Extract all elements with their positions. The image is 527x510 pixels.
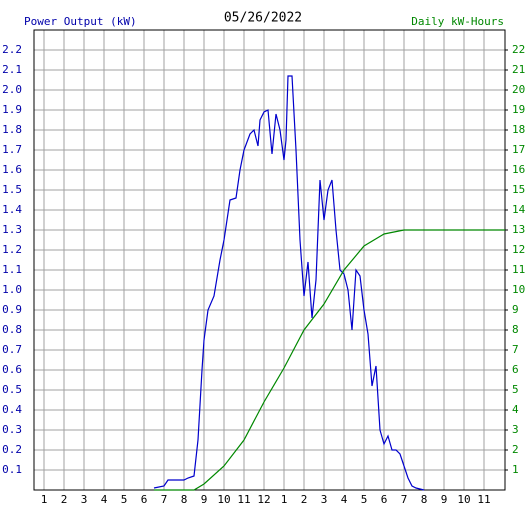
y-tick-label: 0.3 (2, 423, 22, 436)
y-tick-label: 2.1 (2, 63, 22, 76)
y2-tick-label: 3 (512, 423, 519, 436)
x-tick-label: 1 (281, 493, 288, 506)
x-tick-label: 5 (361, 493, 368, 506)
x-tick-label: 11 (477, 493, 490, 506)
x-tick-label: 9 (201, 493, 208, 506)
x-tick-label: 7 (401, 493, 408, 506)
y2-tick-label: 13 (512, 223, 525, 236)
y2-tick-label: 17 (512, 143, 525, 156)
plot-area (33, 29, 506, 491)
y-tick-label: 0.6 (2, 363, 22, 376)
y2-tick-label: 1 (512, 463, 519, 476)
x-tick-label: 7 (161, 493, 168, 506)
y2-tick-label: 6 (512, 363, 519, 376)
series-line (153, 75, 425, 491)
y-tick-label: 1.6 (2, 163, 22, 176)
y-tick-label: 1.5 (2, 183, 22, 196)
y2-tick-label: 12 (512, 243, 525, 256)
chart-title: 05/26/2022 (224, 11, 302, 26)
y-tick-label: 1.9 (2, 103, 22, 116)
plot-border (33, 29, 506, 491)
y2-tick-label: 10 (512, 283, 525, 296)
y2-tick-label: 7 (512, 343, 519, 356)
y2-tick-label: 14 (512, 203, 526, 216)
y2-tick-label: 11 (512, 263, 525, 276)
y-tick-label: 0.5 (2, 383, 22, 396)
x-tick-label: 10 (457, 493, 470, 506)
y2-axis-label: Daily kW-Hours (411, 15, 504, 28)
x-tick-label: 3 (81, 493, 88, 506)
y-tick-label: 2.2 (2, 43, 22, 56)
y-tick-label: 1.3 (2, 223, 22, 236)
y-tick-label: 0.9 (2, 303, 22, 316)
x-tick-label: 12 (257, 493, 270, 506)
y2-tick-label: 22 (512, 43, 525, 56)
y-tick-label: 0.8 (2, 323, 22, 336)
x-tick-label: 5 (121, 493, 128, 506)
y2-tick-label: 9 (512, 303, 519, 316)
x-tick-label: 8 (181, 493, 188, 506)
y-tick-label: 0.1 (2, 463, 22, 476)
y2-tick-label: 18 (512, 123, 525, 136)
x-tick-label: 1 (41, 493, 48, 506)
y-tick-label: 1.7 (2, 143, 22, 156)
y-tick-label: 0.2 (2, 443, 22, 456)
y-tick-label: 1.1 (2, 263, 22, 276)
y2-tick-label: 16 (512, 163, 525, 176)
y2-tick-label: 4 (512, 403, 519, 416)
y2-tick-label: 8 (512, 323, 519, 336)
x-tick-label: 11 (237, 493, 250, 506)
x-tick-label: 6 (141, 493, 148, 506)
x-tick-label: 3 (321, 493, 328, 506)
series-line (154, 229, 505, 491)
x-tick-label: 9 (441, 493, 448, 506)
y-tick-label: 2.0 (2, 83, 22, 96)
x-tick-label: 2 (301, 493, 308, 506)
x-tick-label: 4 (101, 493, 108, 506)
y-tick-label: 1.0 (2, 283, 22, 296)
y-axis-label: Power Output (kW) (24, 15, 137, 28)
y-tick-label: 1.4 (2, 203, 22, 216)
y2-tick-label: 19 (512, 103, 525, 116)
y2-tick-label: 2 (512, 443, 519, 456)
y-tick-label: 0.7 (2, 343, 22, 356)
y-tick-label: 1.2 (2, 243, 22, 256)
x-tick-label: 8 (421, 493, 428, 506)
x-tick-label: 6 (381, 493, 388, 506)
y2-tick-label: 20 (512, 83, 525, 96)
x-tick-label: 4 (341, 493, 348, 506)
y2-tick-label: 15 (512, 183, 525, 196)
x-tick-label: 10 (217, 493, 230, 506)
x-tick-label: 2 (61, 493, 68, 506)
y2-tick-label: 5 (512, 383, 519, 396)
y-tick-label: 0.4 (2, 403, 22, 416)
y-tick-label: 1.8 (2, 123, 22, 136)
y2-tick-label: 21 (512, 63, 525, 76)
